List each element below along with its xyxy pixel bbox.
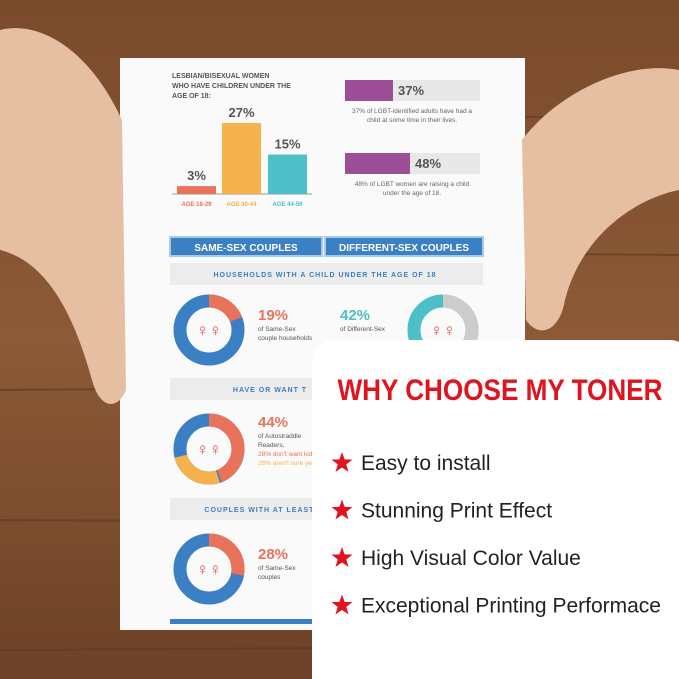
feature-text: Easy to install [361,452,491,475]
donut-value: 19% [258,307,288,324]
band-text: HAVE OR WANT T [233,387,307,394]
donut-segment [407,294,479,366]
star-bullet [331,499,353,520]
bar-value-label: 15% [274,137,300,152]
stat-text: 37% of LGBT-identified adults have had a [352,108,472,115]
bar-heading: AGE OF 18: [172,93,211,100]
feature-text: Stunning Print Effect [361,500,552,523]
donut-text: couples [258,574,281,581]
star-bullet [331,594,353,615]
left-hand [0,28,126,404]
star-bullet [331,547,353,567]
stat-fill [345,153,410,174]
bar-category-label: AGE 30-44 [226,202,257,208]
stat-value: 37% [398,83,424,98]
donut-text: Readers, [258,442,285,449]
bar-value-label: 3% [187,168,206,183]
section-header-text: DIFFERENT-SEX COUPLES [339,243,469,254]
stat-text: child at some time in their lives. [367,117,458,124]
section-header [324,236,484,257]
donut-segment [173,294,245,366]
bar [177,186,216,194]
section-header-text: SAME-SEX COUPLES [194,243,298,254]
bar-category-label: AGE 44-59 [272,202,303,208]
donut-value: 44% [258,414,288,431]
stat-text: under the age of 18. [383,190,441,197]
band [170,263,483,285]
section-header [169,236,323,257]
card [312,340,679,679]
donut-segment [173,413,245,485]
donut-text: couple households [258,335,313,342]
bar-category-label: AGE 18-29 [181,202,212,208]
donut-text: of Autostraddle [258,433,302,440]
star-bullet [331,452,353,472]
feature-list: Easy to install Stunning Print Effect High… [331,452,661,618]
band-text: COUPLES WITH AT LEAST ONE [204,507,335,514]
donut-icon: ♀♀ [196,440,222,459]
bar [222,122,261,194]
feature-text: High Visual Color Value [361,547,581,570]
bar-heading: WHO HAVE CHILDREN UNDER THE [172,83,291,90]
stat-fill [345,80,393,101]
donut-text: of Same-Sex [258,565,296,572]
donut-segment [173,533,245,605]
donut-text: 28% don't want kids [258,451,316,458]
donut-icon: ♀♀ [430,321,456,340]
donut-segment [173,413,245,485]
donut-value: 28% [258,546,288,563]
band-text: HOUSEHOLDS WITH A CHILD UNDER THE AGE OF… [213,272,436,279]
donut-value: 42% [340,307,370,324]
bar [268,154,307,194]
donut-text: of Different-Sex [340,326,386,333]
bar-value-label: 27% [228,105,254,120]
card-title: WHY CHOOSE MY TONER [338,374,663,407]
feature-text: Exceptional Printing Performace [361,595,661,618]
bar-heading: LESBIAN/BISEXUAL WOMEN [172,73,270,80]
donut-icon: ♀♀ [196,321,222,340]
donut-text: of Same-Sex [258,326,296,333]
stat-value: 48% [415,156,441,171]
stat-text: 48% of LGBT women are raising a child [355,181,470,188]
donut-text: 26% aren't sure yet [258,460,314,467]
right-hand [522,68,679,331]
donut-icon: ♀♀ [196,560,222,579]
